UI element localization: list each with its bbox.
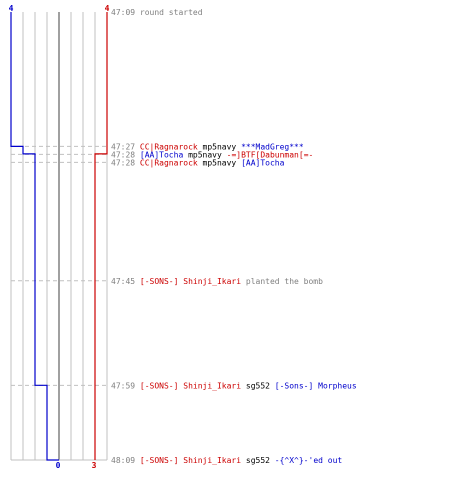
series-start-label: 4 bbox=[105, 4, 110, 13]
event-line: 47:28 [AA]Tocha mp5navy -=]BTF[Dabunman[… bbox=[111, 150, 313, 159]
event-time: 48:09 bbox=[111, 456, 140, 465]
event-part: mp5navy bbox=[198, 158, 241, 167]
event-part: [AA]Tocha bbox=[140, 150, 184, 159]
event-part: -=]BTF[Dabunman[=- bbox=[227, 150, 314, 159]
event-line: 47:45 [-SONS-] Shinji_Ikari planted the … bbox=[111, 277, 323, 286]
event-part: sg552 bbox=[241, 381, 275, 390]
grid bbox=[10, 12, 108, 461]
event-part: mp5navy bbox=[198, 142, 241, 151]
series-end-label: 3 bbox=[92, 461, 97, 470]
event-part: [-Sons-] Morpheus bbox=[275, 381, 357, 390]
series-labels: 4 0 4 3 bbox=[9, 4, 110, 470]
series-end-label: 0 bbox=[56, 461, 61, 470]
event-part: CC|Ragnarock bbox=[140, 142, 198, 151]
event-guides bbox=[11, 145, 108, 461]
event-time: 47:28 bbox=[111, 150, 140, 159]
event-time: 47:27 bbox=[111, 142, 140, 151]
event-part: planted the bomb bbox=[241, 277, 323, 286]
series-line bbox=[94, 12, 108, 460]
series-lines bbox=[10, 12, 108, 461]
event-part: -{^X^}-'ed out bbox=[275, 456, 343, 465]
event-log: 47:09 round started 47:27 CC|Ragnarock mp… bbox=[111, 8, 357, 465]
event-line: 47:27 CC|Ragnarock mp5navy ***MadGreg*** bbox=[111, 142, 304, 151]
event-time: 47:09 bbox=[111, 8, 140, 17]
event-line: 48:09 [-SONS-] Shinji_Ikari sg552 -{^X^}… bbox=[111, 456, 342, 465]
event-part: round started bbox=[140, 8, 203, 17]
event-part: ***MadGreg*** bbox=[241, 142, 304, 151]
event-line: 47:09 round started bbox=[111, 8, 203, 17]
series-start-label: 4 bbox=[9, 4, 14, 13]
event-part: sg552 bbox=[241, 456, 275, 465]
series-line bbox=[10, 12, 59, 461]
event-part: [AA]Tocha bbox=[241, 158, 285, 167]
event-time: 47:28 bbox=[111, 158, 140, 167]
event-time: 47:59 bbox=[111, 381, 140, 390]
event-part: mp5navy bbox=[183, 150, 226, 159]
event-part: [-SONS-] Shinji_Ikari bbox=[140, 381, 241, 390]
event-part: [-SONS-] Shinji_Ikari bbox=[140, 456, 241, 465]
event-part: CC|Ragnarock bbox=[140, 158, 198, 167]
event-line: 47:59 [-SONS-] Shinji_Ikari sg552 [-Sons… bbox=[111, 381, 357, 390]
event-part: [-SONS-] Shinji_Ikari bbox=[140, 277, 241, 286]
event-time: 47:45 bbox=[111, 277, 140, 286]
event-line: 47:28 CC|Ragnarock mp5navy [AA]Tocha bbox=[111, 158, 285, 167]
